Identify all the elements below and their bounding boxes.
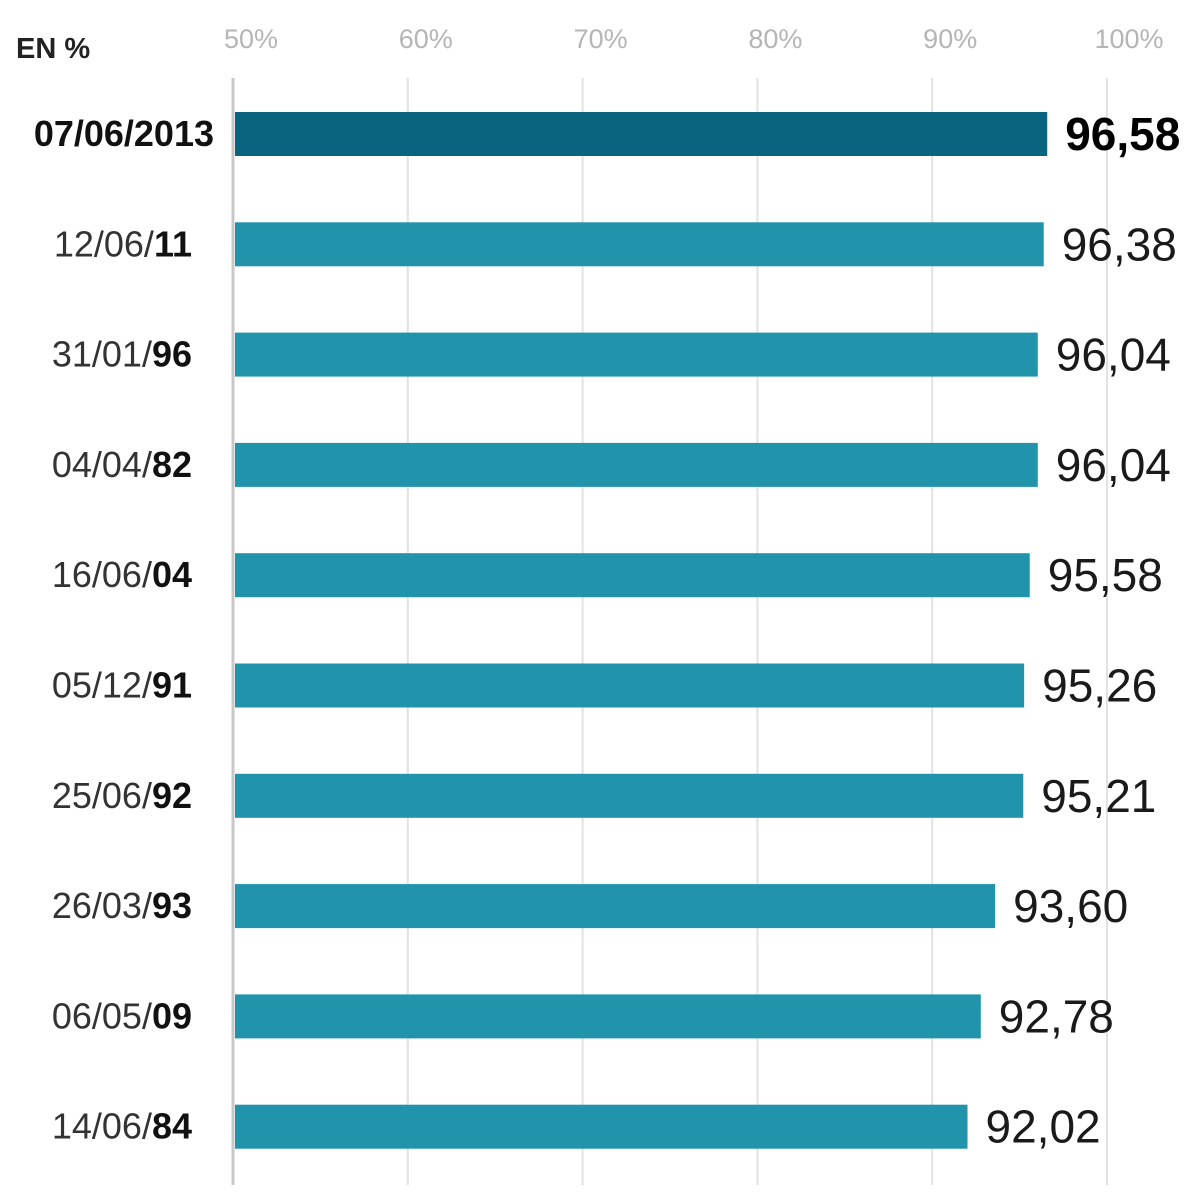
value-label: 96,04 (1056, 329, 1171, 381)
value-label: 96,58 (1065, 108, 1180, 160)
bar (235, 553, 1030, 598)
bar (235, 1104, 968, 1149)
category-label: 16/06/04 (52, 554, 192, 595)
bar (235, 663, 1025, 708)
bar (235, 222, 1044, 267)
bars (235, 112, 1048, 1149)
x-tick-label: 80% (748, 24, 802, 54)
bar (235, 994, 981, 1039)
bar (235, 442, 1038, 487)
category-label: 06/05/09 (52, 995, 192, 1036)
value-label: 93,60 (1013, 880, 1128, 932)
x-tick-label: 60% (399, 24, 453, 54)
value-label: 92,78 (999, 990, 1114, 1042)
x-tick-label: 70% (574, 24, 628, 54)
value-label: 95,58 (1048, 549, 1163, 601)
category-label: 14/06/84 (52, 1106, 192, 1147)
bar (235, 773, 1024, 818)
unit-label: EN % (16, 33, 90, 65)
bar (235, 112, 1048, 156)
x-tick-label: 90% (923, 24, 977, 54)
category-label: 12/06/11 (54, 223, 192, 264)
value-label: 95,21 (1041, 770, 1156, 822)
category-label: 25/06/92 (52, 775, 192, 816)
category-label: 31/01/96 (52, 334, 192, 375)
value-label: 95,26 (1042, 660, 1157, 712)
x-tick-label: 50% (224, 24, 278, 54)
category-label: 05/12/91 (52, 665, 192, 706)
x-tick-label: 100% (1094, 24, 1163, 54)
value-labels: 96,58 96,38 96,04 96,04 95,58 95,26 95,21 93,60… (986, 108, 1181, 1153)
category-labels: 07/06/2013 12/06/11 31/01/96 04/04/82 16/06/… (34, 113, 214, 1147)
category-label: 07/06/2013 (34, 113, 214, 154)
category-label: 26/03/93 (52, 885, 192, 926)
value-label: 96,38 (1062, 218, 1177, 270)
value-label: 96,04 (1056, 439, 1171, 491)
x-tick-labels: 50% 60% 70% 80% 90% 100% (224, 24, 1164, 54)
bar (235, 884, 996, 929)
value-label: 92,02 (986, 1101, 1101, 1153)
bar (235, 332, 1038, 377)
category-label: 04/04/82 (52, 444, 192, 485)
